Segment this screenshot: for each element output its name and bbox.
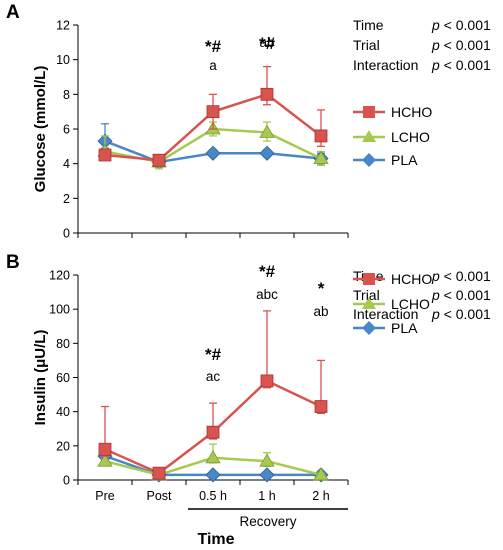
y-tick-label: 20 bbox=[56, 439, 70, 453]
significance-letters: ab bbox=[259, 35, 274, 50]
significance-letters: ab bbox=[313, 304, 328, 319]
y-tick-label: 80 bbox=[56, 337, 70, 351]
data-point bbox=[98, 442, 112, 456]
y-tick-label: 60 bbox=[56, 371, 70, 385]
legend: HCHO LCHO PLA bbox=[353, 104, 432, 168]
y-tick-label: 6 bbox=[63, 123, 70, 137]
y-tick-label: 0 bbox=[63, 227, 70, 241]
significance-marker: *# bbox=[205, 345, 222, 364]
legend-label: LCHO bbox=[391, 296, 430, 312]
legend: HCHO LCHO PLA bbox=[353, 271, 432, 336]
x-tick-label: Pre bbox=[95, 489, 115, 503]
series-hcho bbox=[98, 310, 328, 480]
x-tick-label: 2 h bbox=[312, 489, 329, 503]
data-point bbox=[259, 124, 275, 138]
data-point bbox=[206, 105, 220, 119]
p-symbol: p bbox=[431, 37, 440, 53]
legend-label: HCHO bbox=[391, 104, 432, 120]
stats-label: Trial bbox=[353, 37, 380, 53]
legend-marker bbox=[362, 297, 376, 309]
stats-label: Interaction bbox=[353, 57, 418, 73]
x-tick-label: Post bbox=[146, 489, 172, 503]
significance-letters: ac bbox=[206, 369, 221, 384]
p-symbol: p bbox=[431, 287, 440, 303]
p-threshold: < 0.001 bbox=[440, 57, 491, 73]
y-tick-label: 8 bbox=[63, 88, 70, 102]
data-point bbox=[205, 449, 221, 464]
y-tick-label: 2 bbox=[63, 192, 70, 206]
stats-label: Trial bbox=[353, 287, 380, 303]
data-point bbox=[259, 453, 275, 467]
y-tick-label: 40 bbox=[56, 405, 70, 419]
data-point bbox=[206, 425, 220, 439]
data-point bbox=[313, 150, 329, 164]
stats-p-value: p < 0.001 bbox=[431, 306, 491, 322]
p-symbol: p bbox=[431, 17, 440, 33]
legend-label: LCHO bbox=[391, 129, 430, 145]
x-tick-label: 1 h bbox=[258, 489, 275, 503]
legend-label: PLA bbox=[391, 320, 418, 336]
significance-letters: a bbox=[209, 58, 217, 73]
p-threshold: < 0.001 bbox=[440, 306, 491, 322]
p-symbol: p bbox=[431, 306, 440, 322]
data-point bbox=[313, 467, 329, 481]
p-threshold: < 0.001 bbox=[440, 268, 491, 284]
y-tick-label: 100 bbox=[49, 303, 70, 317]
x-axis-label: Time bbox=[197, 531, 234, 548]
series-hcho bbox=[98, 65, 328, 167]
data-point bbox=[152, 153, 166, 167]
data-point bbox=[259, 467, 275, 483]
y-axis-label: Insulin (μU/L) bbox=[32, 330, 49, 426]
legend-marker bbox=[362, 130, 376, 142]
stats-p-value: p < 0.001 bbox=[431, 57, 491, 73]
p-symbol: p bbox=[431, 268, 440, 284]
series-pla bbox=[97, 123, 329, 170]
stats-label: Interaction bbox=[353, 306, 418, 322]
p-threshold: < 0.001 bbox=[440, 37, 491, 53]
stats-label: Time bbox=[353, 17, 384, 33]
panel-letter: B bbox=[6, 252, 20, 273]
p-threshold: < 0.001 bbox=[440, 17, 491, 33]
legend-marker bbox=[363, 106, 375, 118]
data-point bbox=[98, 148, 112, 162]
legend-marker bbox=[363, 273, 375, 285]
y-tick-label: 0 bbox=[63, 474, 70, 488]
p-threshold: < 0.001 bbox=[440, 287, 491, 303]
y-tick-label: 4 bbox=[63, 157, 70, 171]
x-tick-label: 0.5 h bbox=[199, 489, 227, 503]
stats-p-value: p < 0.001 bbox=[431, 37, 491, 53]
stats-p-value: p < 0.001 bbox=[431, 17, 491, 33]
series-lcho bbox=[97, 443, 329, 481]
significance-marker: *# bbox=[205, 37, 222, 56]
p-symbol: p bbox=[431, 57, 440, 73]
legend-label: PLA bbox=[391, 152, 418, 168]
stats-p-value: p < 0.001 bbox=[431, 287, 491, 303]
data-point bbox=[205, 467, 221, 483]
y-tick-label: 10 bbox=[56, 53, 70, 67]
legend-marker bbox=[362, 321, 376, 335]
recovery-label: Recovery bbox=[239, 514, 296, 529]
y-tick-label: 12 bbox=[56, 19, 70, 33]
panel-b: B 0 20 40 60 80 100 120 Insulin (μU/L) *# ac *# abc *… bbox=[6, 252, 491, 503]
data-point bbox=[205, 145, 221, 161]
y-tick-label: 120 bbox=[49, 269, 70, 283]
stats-p-value: p < 0.001 bbox=[431, 268, 491, 284]
data-point bbox=[260, 87, 274, 101]
panel-letter: A bbox=[6, 2, 20, 23]
y-axis-label: Glucose (mmol/L) bbox=[32, 66, 49, 193]
data-point bbox=[97, 453, 113, 467]
significance-marker: *# bbox=[259, 34, 276, 53]
significance-letters: abc bbox=[256, 287, 278, 302]
data-point bbox=[314, 129, 328, 143]
significance-marker: * bbox=[318, 279, 325, 298]
significance-marker: *# bbox=[259, 262, 276, 281]
legend-marker bbox=[362, 153, 376, 167]
data-point bbox=[152, 466, 166, 480]
data-point bbox=[259, 145, 275, 161]
data-point bbox=[314, 400, 328, 413]
data-point bbox=[260, 374, 274, 388]
legend-label: HCHO bbox=[391, 271, 432, 287]
